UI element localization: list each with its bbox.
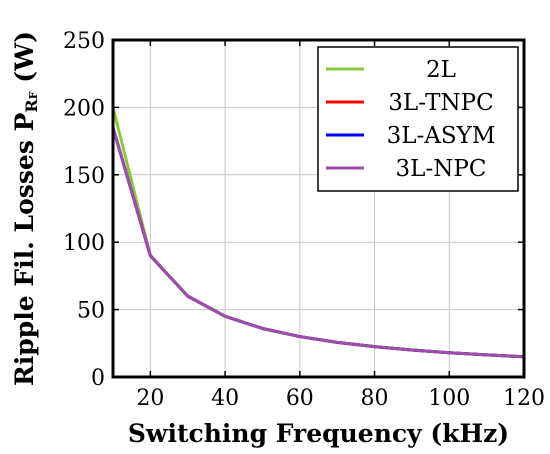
y-tick-label: 150 xyxy=(63,164,105,189)
x-tick-label: 60 xyxy=(286,386,314,411)
y-tick-label: 250 xyxy=(63,29,105,54)
legend-label: 2L xyxy=(426,57,456,83)
y-axis-ticks: 0 50 100 150 200 250 xyxy=(63,29,524,391)
series-lines xyxy=(111,107,525,359)
legend-label: 3L-TNPC xyxy=(388,90,493,116)
y-tick-label: 200 xyxy=(63,96,105,121)
y-axis-label-subsubscript: F xyxy=(27,91,40,99)
legend: 2L 3L-TNPC 3L-ASYM 3L-NPC xyxy=(317,46,519,192)
legend-label: 3L-NPC xyxy=(396,156,487,182)
plot-frame xyxy=(111,38,526,379)
y-axis-label: Ripple Fil. Losses PRF (W) xyxy=(10,31,41,386)
y-tick-label: 100 xyxy=(63,231,105,256)
x-axis-label: Switching Frequency (kHz) xyxy=(128,419,509,448)
x-tick-label: 20 xyxy=(136,386,164,411)
y-tick-label: 0 xyxy=(91,366,105,391)
x-axis-ticks: 20 40 60 80 100 120 xyxy=(136,40,545,411)
x-tick-label: 80 xyxy=(361,386,389,411)
y-axis-label-subscript: R xyxy=(22,99,41,113)
y-axis-label-unit: (W) xyxy=(10,31,39,91)
y-tick-label: 50 xyxy=(77,299,105,324)
x-tick-label: 120 xyxy=(503,386,545,411)
legend-label: 3L-ASYM xyxy=(387,123,496,149)
x-tick-label: 100 xyxy=(428,386,470,411)
series-line-3l-npc xyxy=(111,127,525,359)
x-tick-label: 40 xyxy=(211,386,239,411)
